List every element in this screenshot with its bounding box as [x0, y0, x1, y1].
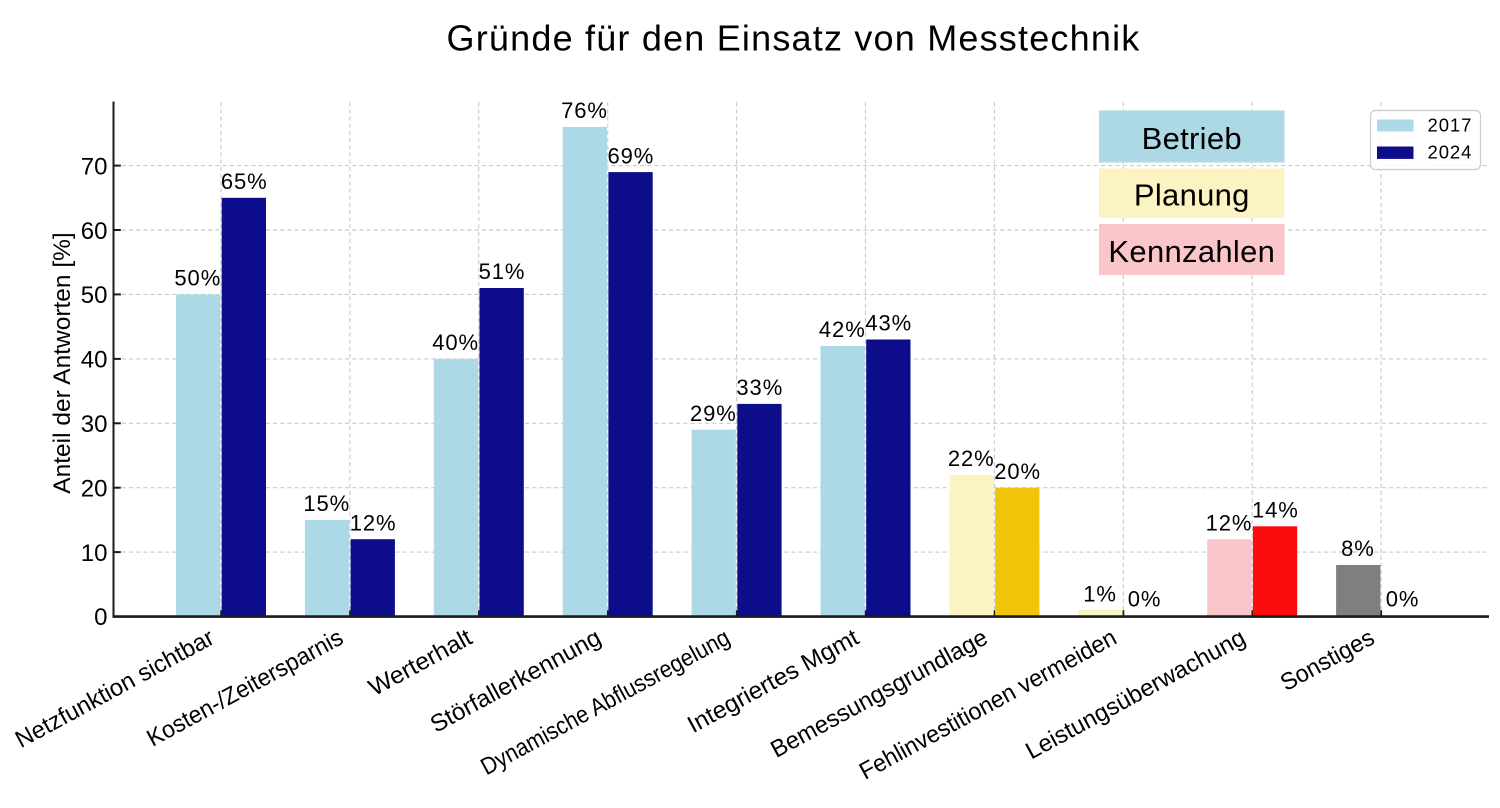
svg-text:0: 0 [94, 604, 107, 631]
svg-text:51%: 51% [479, 259, 526, 284]
svg-text:14%: 14% [1252, 498, 1299, 523]
svg-text:Anteil der Antworten [%]: Anteil der Antworten [%] [49, 232, 76, 493]
svg-text:20: 20 [81, 475, 108, 502]
svg-text:0%: 0% [1386, 587, 1420, 612]
svg-text:8%: 8% [1341, 536, 1375, 561]
svg-text:12%: 12% [350, 510, 397, 535]
svg-text:Planung: Planung [1134, 178, 1250, 213]
svg-text:40%: 40% [432, 330, 479, 355]
svg-text:12%: 12% [1206, 510, 1253, 535]
svg-text:Gründe für den Einsatz von Mes: Gründe für den Einsatz von Messtechnik [447, 18, 1141, 59]
svg-text:10: 10 [81, 540, 108, 567]
svg-text:43%: 43% [865, 311, 912, 336]
svg-text:50%: 50% [174, 266, 221, 291]
svg-text:1%: 1% [1083, 581, 1117, 606]
svg-text:2017: 2017 [1428, 115, 1473, 136]
svg-text:2024: 2024 [1428, 142, 1473, 163]
svg-text:0%: 0% [1128, 587, 1162, 612]
svg-text:30: 30 [81, 411, 108, 438]
svg-text:15%: 15% [303, 491, 350, 516]
svg-text:Kennzahlen: Kennzahlen [1108, 234, 1275, 269]
svg-text:69%: 69% [608, 143, 655, 168]
svg-text:65%: 65% [221, 169, 268, 194]
svg-text:33%: 33% [736, 375, 783, 400]
svg-text:29%: 29% [690, 401, 737, 426]
svg-text:60: 60 [81, 218, 108, 245]
svg-text:20%: 20% [994, 459, 1041, 484]
svg-text:Betrieb: Betrieb [1142, 121, 1242, 156]
svg-text:22%: 22% [948, 446, 995, 471]
svg-text:50: 50 [81, 282, 108, 309]
svg-text:42%: 42% [819, 317, 866, 342]
svg-text:70: 70 [81, 153, 108, 180]
svg-text:76%: 76% [561, 98, 608, 123]
svg-text:40: 40 [81, 347, 108, 374]
